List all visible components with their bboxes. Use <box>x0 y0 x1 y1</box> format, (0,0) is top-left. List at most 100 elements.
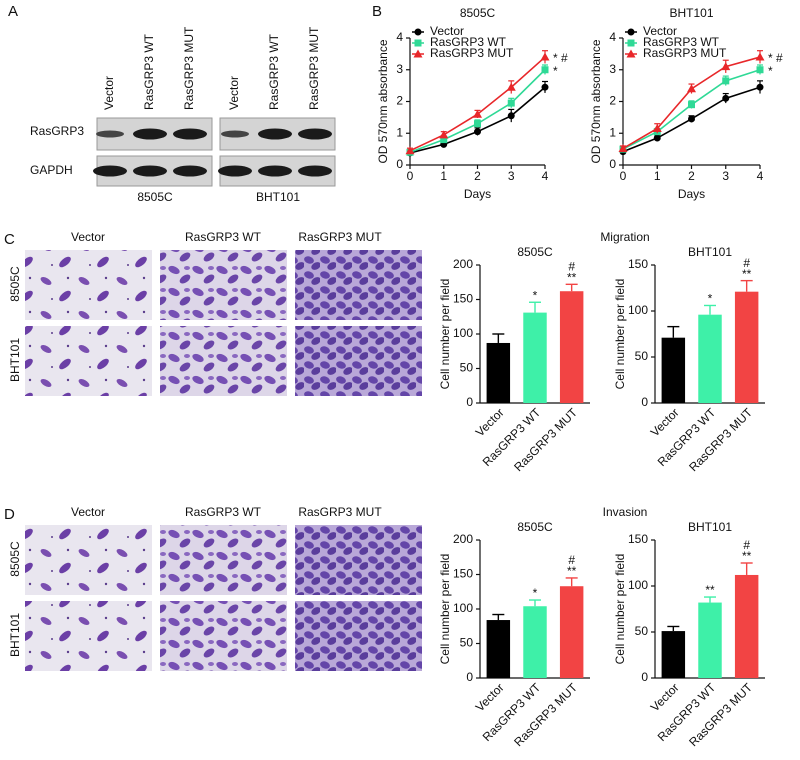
blot-band <box>93 165 127 177</box>
x-axis-label: Days <box>678 187 705 201</box>
y-tick-label: 0 <box>641 670 648 684</box>
blot-band <box>258 128 292 140</box>
x-tick-label: 4 <box>757 169 764 183</box>
y-tick-label: 50 <box>460 636 474 650</box>
micrograph <box>295 601 422 671</box>
column-title: Vector <box>71 230 105 244</box>
legend-marker <box>413 49 423 58</box>
significance-label: * <box>768 64 773 78</box>
panel-label: A <box>8 3 18 20</box>
significance-label: * # <box>768 51 783 65</box>
legend-label: RasGRP3 MUT <box>643 46 727 60</box>
marker <box>439 130 449 139</box>
cell-line-label: BHT101 <box>256 190 300 204</box>
marker <box>473 109 482 118</box>
y-axis-label: OD 570nm absorbance <box>376 39 390 163</box>
marker <box>440 136 448 144</box>
row-label: 8505C <box>8 266 22 302</box>
legend-marker <box>627 39 635 47</box>
y-tick-label: 100 <box>628 578 648 592</box>
significance-label: ** <box>567 564 577 578</box>
blot-row-label: GAPDH <box>30 163 73 177</box>
x-tick-label: RasGRP3 MUT <box>511 680 580 749</box>
legend-marker <box>414 39 422 47</box>
row-label: BHT101 <box>8 338 22 382</box>
micrograph <box>160 326 287 396</box>
x-tick-label: 3 <box>722 169 729 183</box>
legend-label: RasGRP3 WT <box>430 35 507 49</box>
y-tick-label: 150 <box>628 532 648 546</box>
marker <box>755 52 765 61</box>
significance-label: # <box>568 553 575 567</box>
blot-band <box>173 128 207 140</box>
marker <box>688 115 695 123</box>
x-tick-label: 0 <box>620 169 627 183</box>
bar <box>523 606 547 678</box>
significance-label: ** <box>567 270 577 284</box>
y-tick-label: 4 <box>609 30 616 44</box>
micrograph <box>25 250 152 320</box>
legend-label: RasGRP3 WT <box>643 35 720 49</box>
micrograph <box>295 326 422 396</box>
x-tick-label: 3 <box>508 169 515 183</box>
marker <box>541 66 549 74</box>
significance-label: * <box>533 288 538 302</box>
bar <box>698 314 722 403</box>
panel-label: D <box>4 506 15 523</box>
y-tick-label: 3 <box>609 62 616 76</box>
marker <box>541 83 549 91</box>
bar <box>486 620 511 678</box>
y-tick-label: 150 <box>453 567 473 581</box>
micrograph <box>295 250 422 320</box>
blot-band <box>221 130 249 138</box>
bar <box>523 312 547 403</box>
cell-line-label: 8505C <box>137 190 173 204</box>
significance-label: * <box>553 64 558 78</box>
marker <box>687 84 696 93</box>
column-title: Vector <box>71 505 105 519</box>
y-tick-label: 1 <box>609 125 616 139</box>
marker <box>405 146 415 155</box>
significance-label: # <box>743 256 750 270</box>
bar <box>734 574 759 678</box>
chart-title: 8505C <box>517 245 553 259</box>
y-axis-label: OD 570nm absorbance <box>589 39 603 163</box>
legend-marker <box>626 49 636 58</box>
section-title: Migration <box>600 230 649 244</box>
x-tick-label: Vector <box>648 680 682 714</box>
y-tick-label: 100 <box>628 303 648 317</box>
x-tick-label: 2 <box>688 169 695 183</box>
marker <box>722 77 730 85</box>
marker <box>474 120 481 128</box>
x-tick-label: RasGRP3 MUT <box>686 680 755 749</box>
blot-band <box>298 165 332 177</box>
micrograph <box>295 525 422 595</box>
chart-title: BHT101 <box>688 520 732 534</box>
y-tick-label: 0 <box>641 395 648 409</box>
y-tick-label: 50 <box>460 361 474 375</box>
micrograph <box>25 525 152 595</box>
y-tick-label: 100 <box>453 326 473 340</box>
significance-label: ** <box>742 549 752 563</box>
bar <box>661 631 686 678</box>
micrograph <box>160 250 287 320</box>
blot-band <box>96 130 124 138</box>
y-tick-label: 2 <box>609 94 616 108</box>
significance-label: # <box>743 538 750 552</box>
y-tick-label: 1 <box>396 125 403 139</box>
y-axis-label: Cell number per field <box>613 554 627 665</box>
y-tick-label: 200 <box>453 532 473 546</box>
y-tick-label: 0 <box>396 157 403 171</box>
lane-label: Vector <box>102 76 116 110</box>
marker <box>688 101 695 109</box>
lane-label: Vector <box>227 76 241 110</box>
blot-row-label: RasGRP3 <box>30 124 84 138</box>
panel-label: C <box>4 231 15 248</box>
x-tick-label: 1 <box>654 169 661 183</box>
y-tick-label: 150 <box>453 292 473 306</box>
marker <box>756 66 764 74</box>
bar <box>661 337 686 403</box>
chart-title: BHT101 <box>688 245 732 259</box>
marker <box>474 128 481 136</box>
